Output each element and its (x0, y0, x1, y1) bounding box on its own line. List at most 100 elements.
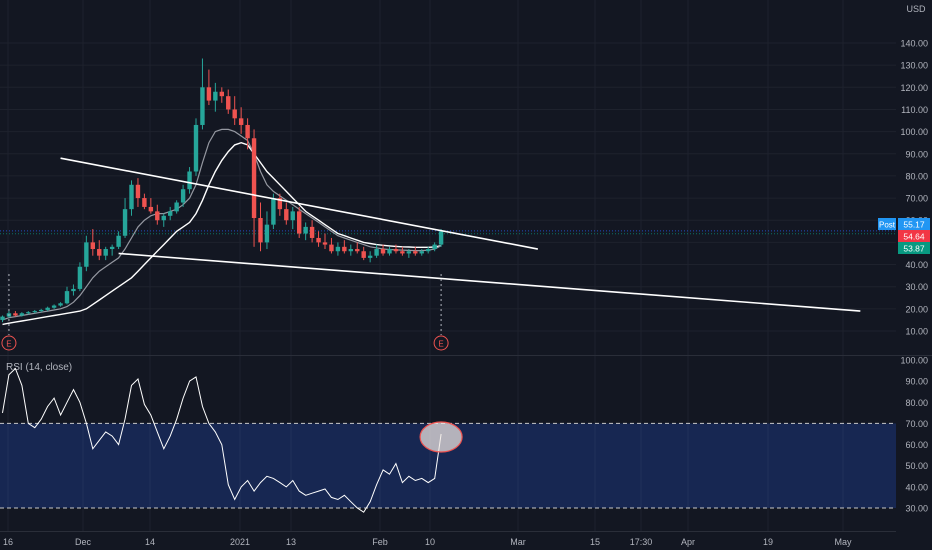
candle-body[interactable] (303, 226, 308, 234)
fast-moving-average-line[interactable] (2, 128, 442, 321)
price-label-value: 55.17 (903, 220, 925, 230)
price-axis[interactable]: 140.00 130.00 120.00 110.00 100.00 90.00 80.00… (878, 39, 930, 337)
price-label-badge (898, 242, 930, 254)
candle-body[interactable] (290, 211, 295, 221)
candle-body[interactable] (161, 215, 166, 221)
price-tick-label: 70.00 (905, 194, 928, 204)
candle-body[interactable] (26, 312, 31, 314)
candle-body[interactable] (413, 251, 418, 254)
candle-body[interactable] (0, 316, 5, 320)
candle-body[interactable] (329, 244, 334, 252)
candle-body[interactable] (84, 242, 89, 267)
rsi-tick-label: 80.00 (905, 398, 928, 408)
earnings-marker-icon[interactable] (1, 335, 17, 351)
price-tick-label: 40.00 (905, 260, 928, 270)
rsi-axis[interactable]: 100.00 90.00 80.00 70.00 60.00 50.00 40.00 30.0… (900, 356, 928, 514)
candle-body[interactable] (309, 226, 315, 238)
candle-body[interactable] (380, 249, 386, 254)
candle-body[interactable] (258, 218, 263, 243)
candle-body[interactable] (187, 171, 192, 190)
candle-body[interactable] (193, 124, 199, 172)
candle-body[interactable] (109, 246, 115, 250)
candle-body[interactable] (374, 249, 379, 256)
rsi-pane[interactable] (0, 367, 896, 513)
candle-body[interactable] (393, 249, 399, 252)
candle-body[interactable] (135, 184, 141, 199)
candle-body[interactable] (155, 211, 160, 221)
candle-body[interactable] (174, 202, 179, 212)
candle-body[interactable] (361, 251, 366, 258)
candle-body[interactable] (64, 291, 70, 304)
time-tick-label: 10 (425, 537, 435, 547)
candle-body[interactable] (77, 266, 83, 289)
candle-body[interactable] (226, 96, 231, 110)
earnings-marker-icon[interactable] (433, 335, 449, 351)
candle-body[interactable] (342, 246, 347, 252)
candle-body[interactable] (271, 198, 276, 225)
candle-body[interactable] (400, 251, 405, 254)
candle-body[interactable] (180, 189, 186, 203)
candle-body[interactable] (232, 109, 237, 119)
price-tick-label: 30.00 (905, 282, 928, 292)
rsi-tick-label: 30.00 (905, 504, 928, 514)
candle-body[interactable] (438, 231, 444, 245)
candle-body[interactable] (71, 288, 76, 292)
candle-body[interactable] (245, 124, 250, 139)
currency-label: USD (906, 4, 926, 14)
price-tick-label: 120.00 (900, 83, 928, 93)
candle-body[interactable] (19, 313, 25, 316)
time-axis[interactable]: 16 Dec 14 2021 13 Feb 10 Mar 15 17:30 Apr 19 May (3, 537, 852, 547)
candle-body[interactable] (316, 237, 321, 243)
candle-body[interactable] (13, 313, 18, 316)
time-tick-label: Apr (681, 537, 695, 547)
candle-body[interactable] (348, 249, 353, 252)
candle-body[interactable] (129, 184, 134, 210)
candle-body[interactable] (238, 118, 244, 125)
trendline[interactable] (60, 157, 538, 250)
candle-body[interactable] (367, 255, 373, 258)
candle-body[interactable] (122, 209, 128, 236)
slow-moving-average-line[interactable] (2, 141, 442, 326)
candle-body[interactable] (322, 242, 328, 245)
rsi-tick-label: 60.00 (905, 440, 928, 450)
candle-body[interactable] (206, 87, 212, 101)
grid-lines (0, 0, 896, 531)
candle-body[interactable] (284, 209, 289, 221)
candle-body[interactable] (419, 251, 424, 254)
earnings-marker-label: E (438, 340, 443, 349)
rsi-highlight-ellipse[interactable] (419, 421, 463, 453)
candle-body[interactable] (251, 138, 257, 219)
candle-body[interactable] (426, 249, 431, 252)
candle-body[interactable] (32, 311, 37, 313)
candle-body[interactable] (219, 91, 224, 97)
candle-body[interactable] (90, 242, 95, 250)
rsi-tick-label: 70.00 (905, 419, 928, 429)
time-tick-label: 17:30 (630, 537, 653, 547)
candle-body[interactable] (39, 309, 44, 312)
candle-body[interactable] (432, 244, 437, 250)
candle-body[interactable] (45, 307, 50, 310)
candle-body[interactable] (277, 198, 283, 210)
candle-body[interactable] (387, 249, 392, 254)
candle-body[interactable] (200, 87, 205, 125)
candle-body[interactable] (142, 198, 147, 207)
candle-body[interactable] (264, 224, 270, 243)
candle-body[interactable] (116, 235, 121, 247)
price-label-badge (898, 230, 930, 242)
rsi-indicator-label[interactable]: RSI (14, close) (6, 362, 72, 373)
candle-body[interactable] (97, 249, 102, 256)
candle-body[interactable] (406, 251, 412, 254)
candle-body[interactable] (335, 246, 341, 252)
candle-body[interactable] (148, 206, 154, 212)
candle-body[interactable] (355, 249, 360, 252)
candle-body[interactable] (213, 91, 218, 101)
candle-body[interactable] (58, 303, 63, 306)
candle-body[interactable] (51, 305, 57, 308)
candle-body[interactable] (103, 249, 108, 256)
trendline[interactable] (118, 252, 861, 312)
candle-body[interactable] (168, 211, 173, 216)
rsi-line[interactable] (2, 367, 442, 513)
candle-body[interactable] (297, 211, 302, 234)
